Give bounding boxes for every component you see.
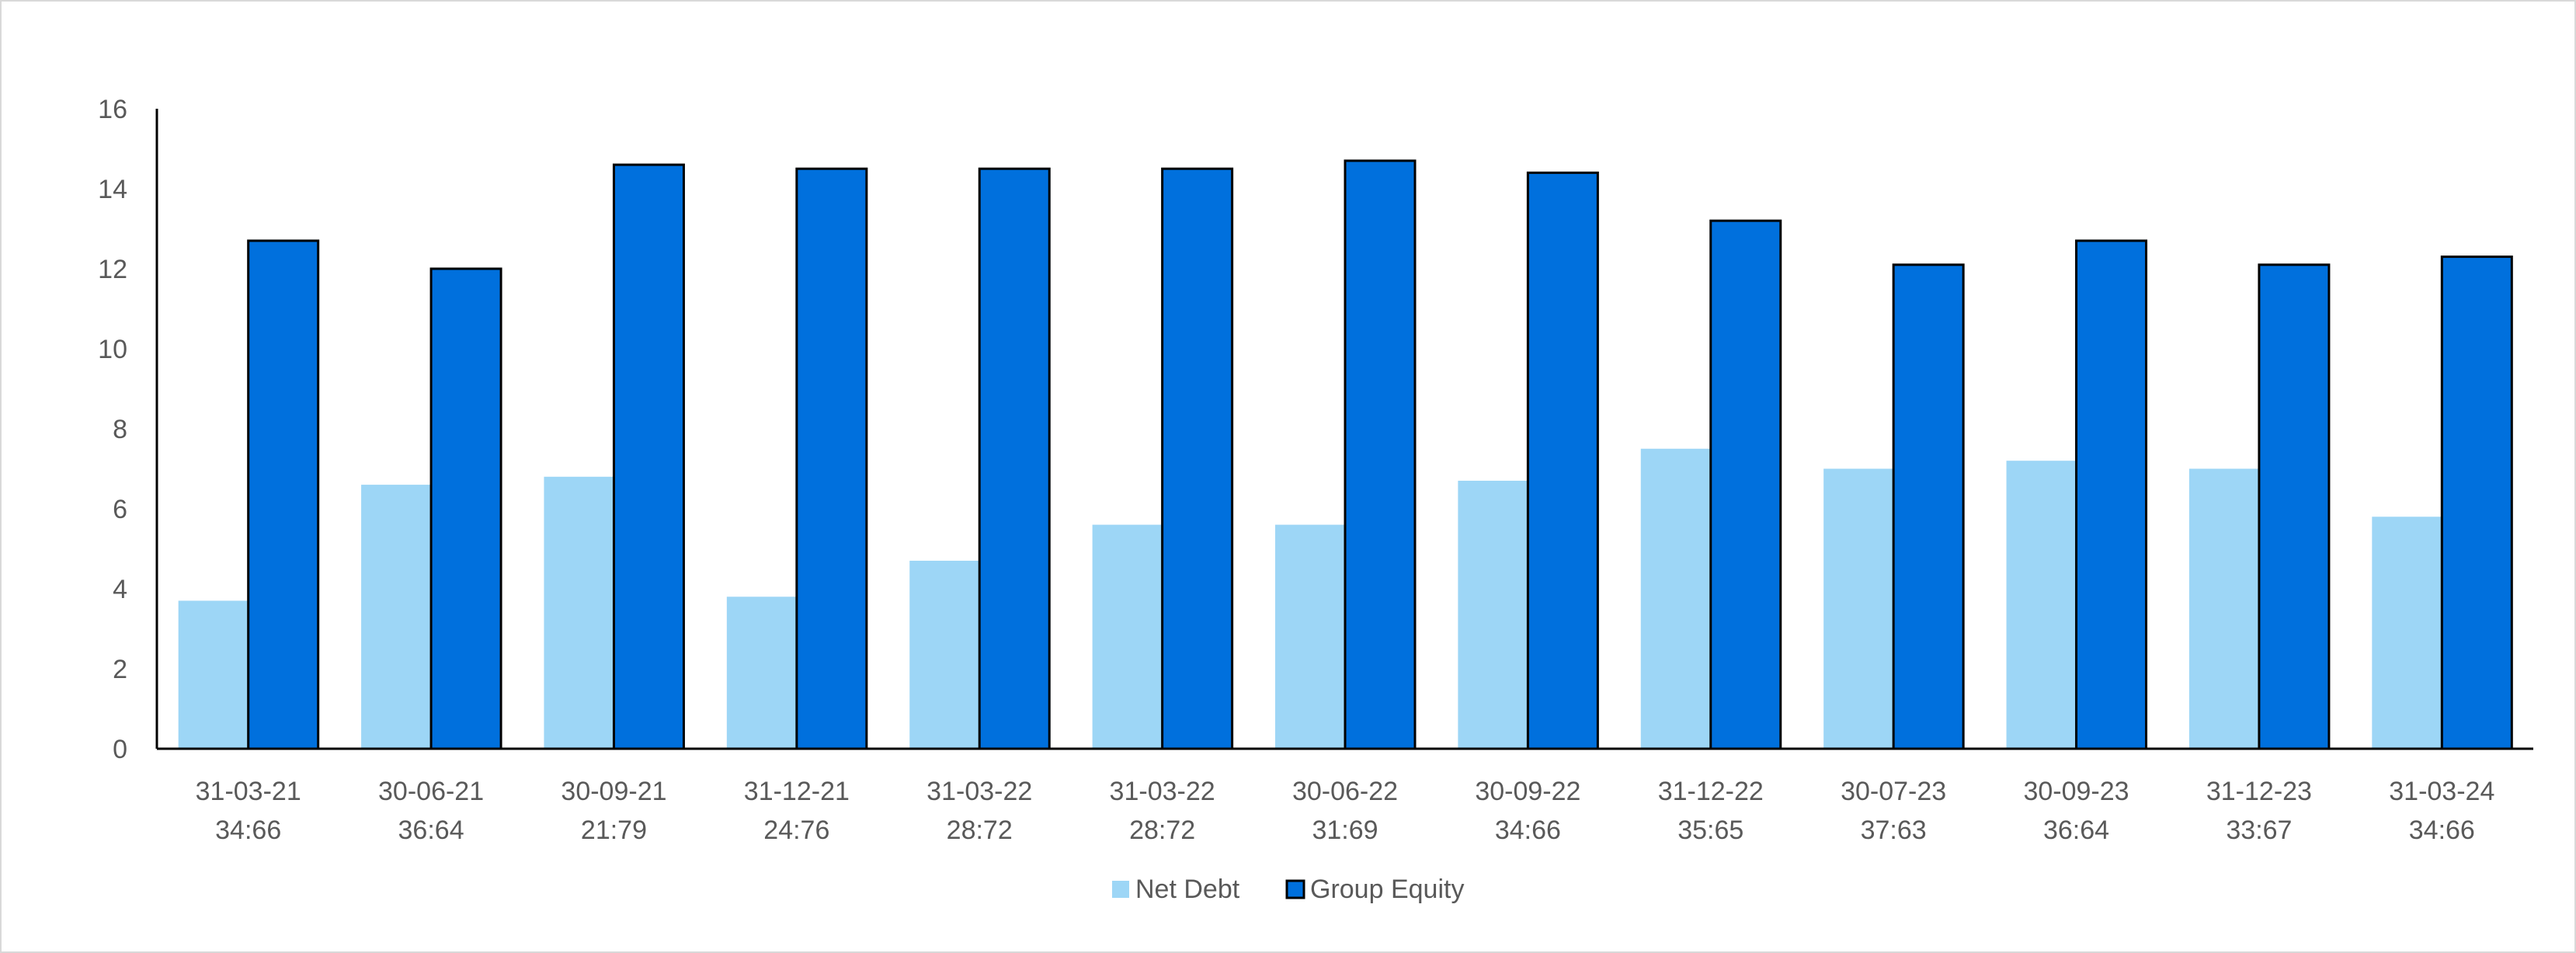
x-tick-label-4-line-0: 31-03-22	[926, 777, 1032, 806]
bar-group-equity-1	[429, 267, 502, 750]
x-tick-label-3-line-0: 31-12-21	[744, 777, 850, 806]
bar-net-debt-7	[1458, 480, 1528, 749]
y-tick-label-8: 8	[113, 415, 127, 444]
x-tick-label-2-line-0: 30-09-21	[561, 777, 666, 806]
bar-net-debt-3	[726, 596, 797, 749]
bar-group-equity-4	[978, 167, 1051, 750]
bar-group-equity-10	[2075, 239, 2148, 750]
bar-net-debt-5	[1092, 524, 1163, 749]
x-tick-label-6-line-1: 31:69	[1312, 816, 1378, 845]
x-tick-label-3: 31-12-21 24:76	[744, 777, 850, 845]
x-tick-label-1-line-1: 36:64	[398, 816, 464, 845]
x-tick-label-6: 30-06-22 31:69	[1292, 777, 1398, 845]
x-tick-label-12: 31-03-24 34:66	[2389, 777, 2494, 845]
bar-net-debt-4	[909, 560, 980, 749]
x-tick-label-9: 30-07-23 37:63	[1841, 777, 1946, 845]
bar-group-equity-3	[795, 167, 868, 750]
bar-group-equity-12	[2440, 256, 2513, 750]
bar-net-debt-8	[1640, 448, 1711, 749]
x-tick-label-11-line-0: 31-12-23	[2206, 777, 2312, 806]
x-tick-label-9-line-0: 30-07-23	[1841, 777, 1946, 806]
y-tick-label-12: 12	[98, 255, 127, 284]
x-tick-label-1: 30-06-21 36:64	[378, 777, 484, 845]
bar-group-equity-9	[1892, 263, 1965, 750]
x-tick-label-11-line-1: 33:67	[2226, 816, 2292, 845]
bar-group-equity-8	[1709, 219, 1782, 750]
bar-net-debt-12	[2372, 516, 2442, 749]
x-tick-label-12-line-1: 34:66	[2409, 816, 2475, 845]
x-tick-label-10-line-1: 36:64	[2043, 816, 2109, 845]
x-tick-label-0-line-0: 31-03-21	[196, 777, 301, 806]
x-tick-label-8-line-1: 35:65	[1677, 816, 1743, 845]
x-tick-label-3-line-1: 24:76	[763, 816, 829, 845]
bar-group-equity-5	[1161, 167, 1234, 750]
x-tick-label-9-line-1: 37:63	[1861, 816, 1927, 845]
x-tick-label-11: 31-12-23 33:67	[2206, 777, 2312, 845]
y-tick-label-14: 14	[98, 175, 127, 204]
x-tick-label-7: 30-09-22 34:66	[1475, 777, 1580, 845]
y-tick-label-6: 6	[113, 495, 127, 524]
y-tick-label-2: 2	[113, 655, 127, 684]
legend-swatch-group-equity	[1285, 879, 1305, 899]
x-tick-label-0: 31-03-21 34:66	[196, 777, 301, 845]
y-tick-label-4: 4	[113, 575, 127, 604]
bar-group-equity-6	[1344, 159, 1417, 750]
x-tick-label-2-line-1: 21:79	[581, 816, 647, 845]
bar-net-debt-10	[2006, 461, 2077, 749]
y-tick-label-10: 10	[98, 335, 127, 364]
bar-group-equity-2	[612, 163, 685, 750]
x-tick-label-8-line-0: 31-12-22	[1658, 777, 1764, 806]
x-tick-label-5-line-0: 31-03-22	[1110, 777, 1215, 806]
bar-net-debt-9	[1823, 468, 1894, 749]
bar-net-debt-11	[2188, 468, 2259, 749]
legend-swatch-net-debt	[1112, 881, 1129, 898]
x-tick-label-7-line-1: 34:66	[1495, 816, 1561, 845]
x-tick-label-4: 31-03-22 28:72	[926, 777, 1032, 845]
y-tick-label-0: 0	[113, 735, 127, 764]
x-tick-label-10-line-0: 30-09-23	[2023, 777, 2129, 806]
x-tick-label-12-line-0: 31-03-24	[2389, 777, 2494, 806]
x-tick-label-1-line-0: 30-06-21	[378, 777, 484, 806]
bar-net-debt-6	[1275, 524, 1345, 749]
x-tick-label-5-line-1: 28:72	[1129, 816, 1195, 845]
x-tick-label-0-line-1: 34:66	[215, 816, 281, 845]
bar-group-equity-7	[1526, 171, 1599, 750]
bar-net-debt-0	[178, 600, 249, 749]
legend-label-net-debt: Net Debt	[1135, 875, 1240, 904]
x-tick-label-4-line-1: 28:72	[947, 816, 1013, 845]
x-tick-label-6-line-0: 30-06-22	[1292, 777, 1398, 806]
x-tick-label-2: 30-09-21 21:79	[561, 777, 666, 845]
bar-group-equity-0	[247, 239, 320, 750]
x-tick-label-7-line-0: 30-09-22	[1475, 777, 1580, 806]
y-tick-label-16: 16	[98, 95, 127, 124]
bar-group-equity-11	[2258, 263, 2331, 750]
legend-label-group-equity: Group Equity	[1310, 875, 1464, 904]
bar-net-debt-2	[544, 476, 614, 749]
x-tick-label-10: 30-09-23 36:64	[2023, 777, 2129, 845]
x-tick-label-5: 31-03-22 28:72	[1110, 777, 1215, 845]
bar-net-debt-1	[361, 485, 432, 749]
x-tick-label-8: 31-12-22 35:65	[1658, 777, 1764, 845]
